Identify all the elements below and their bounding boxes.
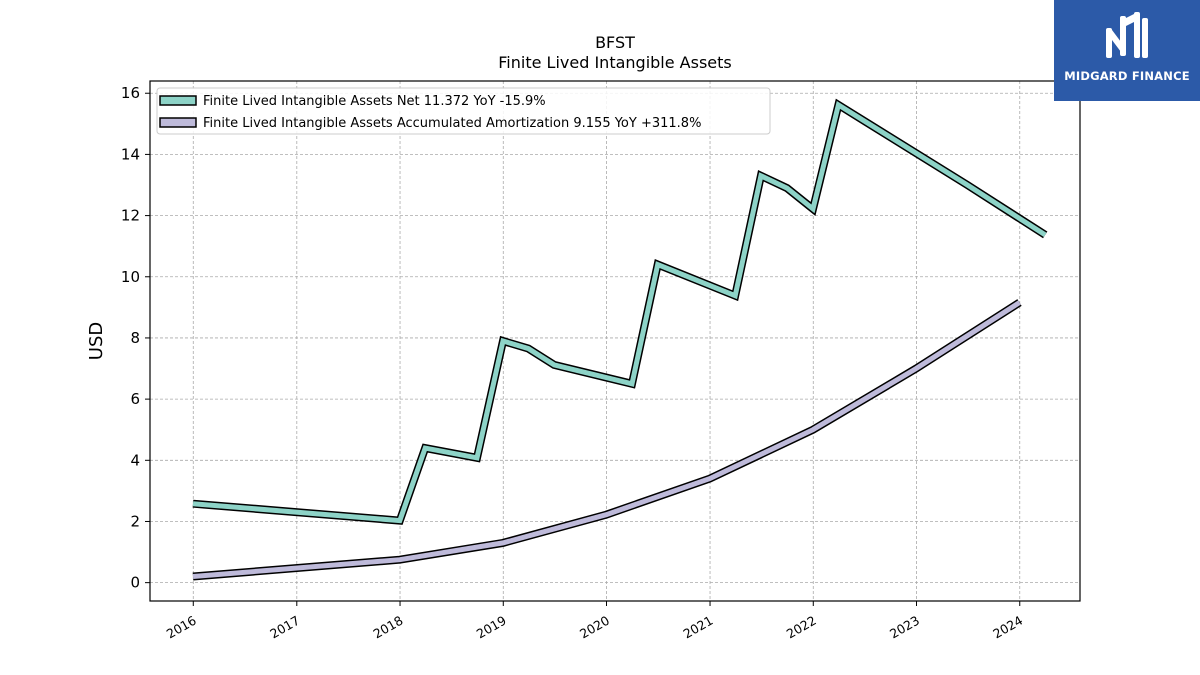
legend-label: Finite Lived Intangible Assets Accumulat… [203, 116, 701, 131]
chart-title: BFST [595, 33, 635, 52]
x-tick-label: 2018 [370, 613, 405, 642]
y-tick-label: 8 [130, 329, 140, 347]
grid-lines [150, 81, 1080, 601]
x-tick-label: 2023 [887, 613, 922, 642]
y-tick-label: 0 [130, 574, 140, 592]
x-tick-label: 2020 [577, 613, 612, 642]
plot-frame [149, 80, 1081, 602]
x-tick-label: 2021 [680, 613, 715, 642]
logo-mark-icon [1106, 12, 1148, 58]
series-lines [192, 98, 1048, 581]
series-0-line [192, 100, 1047, 524]
legend-swatch [159, 95, 197, 106]
y-axis-label: USD [86, 322, 107, 360]
x-tick-label: 2024 [990, 613, 1025, 642]
series-1-line [192, 300, 1021, 579]
logo-text: MIDGARD FINANCE [1064, 69, 1190, 83]
legend-box [156, 87, 771, 135]
legend-swatch [159, 117, 197, 128]
series-0-outline [192, 98, 1048, 525]
x-tick-label: 2022 [784, 613, 819, 642]
chart-subtitle: Finite Lived Intangible Assets [498, 53, 731, 72]
x-tick-label: 2016 [164, 613, 199, 642]
axes-ticks: 0 2 4 6 8 10 12 14 16 2016 2017 2018 2019 2020 2021 202… [121, 84, 1025, 641]
legend-label: Finite Lived Intangible Assets Net 11.37… [203, 94, 546, 109]
y-tick-label: 6 [130, 390, 140, 408]
y-tick-label: 16 [121, 84, 140, 102]
x-tick-label: 2017 [267, 613, 302, 642]
y-tick-label: 12 [121, 207, 140, 225]
y-tick-label: 4 [130, 451, 140, 469]
brand-logo: MIDGARD FINANCE [1054, 0, 1200, 101]
y-tick-label: 14 [121, 145, 140, 163]
legend: Finite Lived Intangible Assets Net 11.37… [156, 87, 771, 135]
x-tick-label: 2019 [474, 613, 509, 642]
y-tick-label: 2 [130, 512, 140, 530]
y-tick-label: 10 [121, 268, 140, 286]
